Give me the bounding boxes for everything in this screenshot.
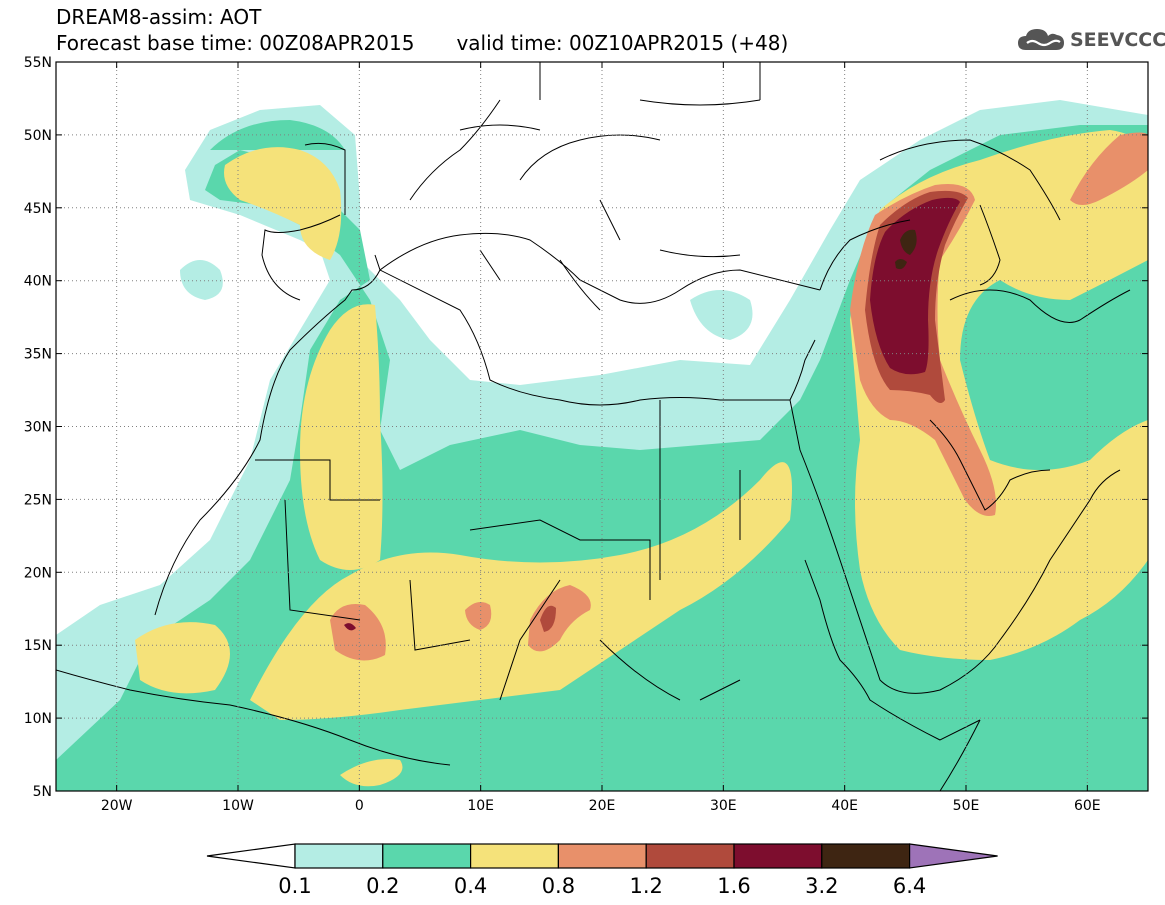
coastlines bbox=[56, 62, 1131, 791]
colorbar-box bbox=[557, 843, 647, 869]
seevccc-logo: SEEVCCC bbox=[1016, 24, 1165, 56]
lon-tick-label: 10W bbox=[222, 798, 254, 814]
lon-tick-label: 10E bbox=[467, 798, 494, 814]
colorbar-level-label: 0.1 bbox=[278, 874, 311, 898]
colorbar-level-label: 1.6 bbox=[717, 874, 750, 898]
lat-tick-label: 20N bbox=[24, 565, 52, 581]
colorbar-box bbox=[645, 843, 735, 869]
lon-tick-label: 0 bbox=[355, 798, 364, 814]
lat-tick-label: 25N bbox=[24, 492, 52, 508]
colorbar-box bbox=[382, 843, 472, 869]
colorbar-box bbox=[294, 843, 384, 869]
chart-title: DREAM8-assim: AOT bbox=[56, 5, 262, 29]
lat-tick-label: 10N bbox=[24, 711, 52, 727]
latitude-labels: 55N 50N 45N 40N 35N 30N 25N 20N 15N 10N 5N bbox=[24, 55, 52, 800]
colorbar-level-label: 0.2 bbox=[366, 874, 399, 898]
lon-tick-label: 60E bbox=[1074, 798, 1101, 814]
colorbar-level-label: 0.8 bbox=[542, 874, 575, 898]
lon-tick-label: 20E bbox=[589, 798, 616, 814]
colorbar-level-label: 1.2 bbox=[629, 874, 662, 898]
colorbar-level-label: 3.2 bbox=[805, 874, 838, 898]
lon-tick-label: 50E bbox=[953, 798, 980, 814]
colorbar-box bbox=[733, 843, 823, 869]
valid-time: valid time: 00Z10APR2015 (+48) bbox=[456, 31, 789, 55]
colorbar-box bbox=[470, 843, 560, 869]
colorbar-level-label: 6.4 bbox=[893, 874, 926, 898]
lat-tick-label: 50N bbox=[24, 128, 52, 144]
colorbar-high-triangle bbox=[908, 843, 998, 869]
axis-ticks bbox=[56, 61, 1148, 792]
lat-tick-label: 15N bbox=[24, 638, 52, 654]
colorbar-labels: 0.1 0.2 0.4 0.8 1.2 1.6 3.2 6.4 bbox=[278, 874, 926, 898]
lon-tick-label: 30E bbox=[710, 798, 737, 814]
chart-subtitle: Forecast base time: 00Z08APR2015 valid ti… bbox=[56, 32, 788, 54]
longitude-labels: 20W 10W 0 10E 20E 30E 40E 50E 60E bbox=[101, 798, 1101, 814]
cloud-icon bbox=[1018, 29, 1064, 50]
colorbar bbox=[206, 843, 998, 869]
colorbar-box bbox=[821, 843, 911, 869]
lat-tick-label: 35N bbox=[24, 347, 52, 363]
lat-tick-label: 30N bbox=[24, 420, 52, 436]
lat-tick-label: 45N bbox=[24, 201, 52, 217]
lat-tick-label: 40N bbox=[24, 274, 52, 290]
lat-tick-label: 55N bbox=[24, 55, 52, 71]
base-time: Forecast base time: 00Z08APR2015 bbox=[56, 31, 415, 55]
lon-tick-label: 40E bbox=[831, 798, 858, 814]
lon-tick-label: 20W bbox=[101, 798, 133, 814]
logo-text: SEEVCCC bbox=[1070, 29, 1165, 51]
colorbar-low-triangle bbox=[206, 843, 296, 869]
lat-tick-label: 5N bbox=[33, 784, 52, 800]
colorbar-level-label: 0.4 bbox=[454, 874, 487, 898]
graticule bbox=[56, 62, 1148, 791]
